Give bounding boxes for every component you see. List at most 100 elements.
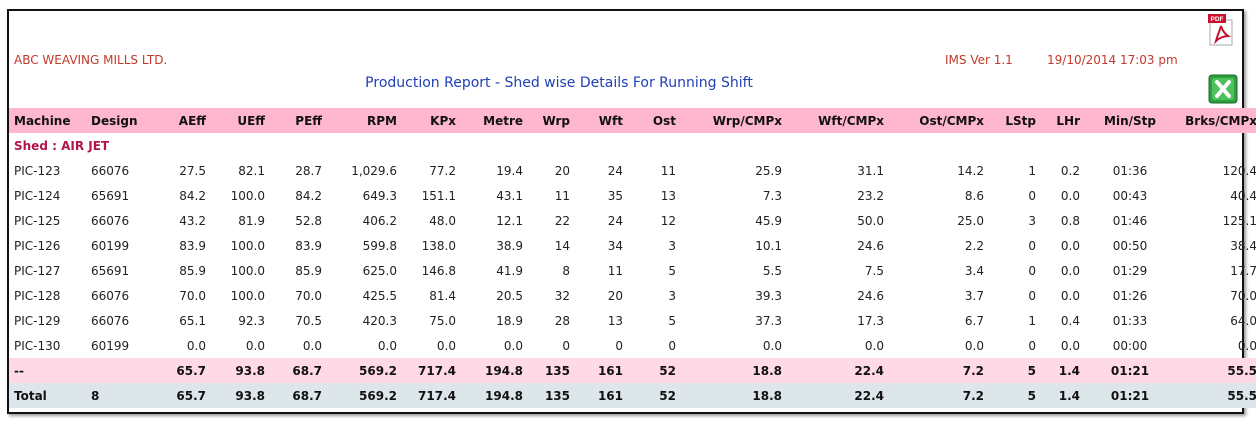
cell-peff: 52.8 [295, 213, 322, 228]
cell-wrp-cmpx: 0.0 [762, 338, 782, 353]
cell-aeff: 65.7 [176, 388, 206, 403]
company-name: ABC WEAVING MILLS LTD. [14, 53, 168, 67]
column-header-wft: Wft [598, 113, 623, 128]
cell-wrp-cmpx: 10.1 [755, 238, 782, 253]
cell-lhr: 0.2 [1060, 163, 1080, 178]
cell-wft: 0 [615, 338, 623, 353]
cell-brks-cmpx: 0.0 [1237, 338, 1256, 353]
column-header-lhr: LHr [1056, 113, 1080, 128]
cell-ost-cmpx: 14.2 [957, 163, 984, 178]
pdf-icon-label: PDF [1211, 16, 1224, 23]
cell-design: 66076 [91, 288, 130, 303]
column-header-min-stp: Min/Stp [1104, 113, 1156, 128]
cell-design: 60199 [91, 238, 130, 253]
cell-ueff: 82.1 [238, 163, 265, 178]
column-header-rpm: RPM [367, 113, 397, 128]
column-header-lstp: LStp [1005, 113, 1036, 128]
cell-min-stp: 00:00 [1112, 338, 1148, 353]
cell-brks-cmpx: 64.0 [1230, 313, 1256, 328]
cell-design: 66076 [91, 213, 130, 228]
cell-ost-cmpx: 25.0 [957, 213, 984, 228]
table-header-row: Machine Design AEff UEff PEff RPM KPx Metre Wrp W… [9, 108, 1256, 133]
column-header-kpx: KPx [430, 113, 456, 128]
column-header-wrp: Wrp [542, 113, 570, 128]
table-row: PIC-125 66076 43.2 81.9 52.8 406.2 48.0 12.1 22 2… [9, 208, 1256, 233]
cell-wrp: 22 [554, 213, 570, 228]
cell-kpx: 81.4 [429, 288, 456, 303]
cell-peff: 68.7 [292, 388, 322, 403]
cell-aeff: 85.9 [179, 263, 206, 278]
cell-machine: PIC-123 [14, 163, 61, 178]
table-row: PIC-124 65691 84.2 100.0 84.2 649.3 151.1 43.1 1… [9, 183, 1256, 208]
cell-aeff: 0.0 [186, 338, 206, 353]
pdf-export-icon[interactable]: PDF [1208, 14, 1234, 46]
cell-wft: 13 [607, 313, 623, 328]
cell-rpm: 625.0 [362, 263, 397, 278]
cell-metre: 18.9 [496, 313, 523, 328]
cell-kpx: 151.1 [421, 188, 456, 203]
cell-wft: 24 [607, 163, 623, 178]
excel-icon-graphic [1208, 74, 1238, 104]
cell-wft: 161 [597, 363, 623, 378]
cell-metre: 194.8 [485, 363, 523, 378]
table-row: PIC-129 66076 65.1 92.3 70.5 420.3 75.0 18.9 28 1… [9, 308, 1256, 333]
cell-wft-cmpx: 7.5 [864, 263, 884, 278]
production-table: Machine Design AEff UEff PEff RPM KPx Metre Wrp W… [9, 108, 1256, 408]
cell-lhr: 1.4 [1058, 388, 1080, 403]
cell-metre: 41.9 [496, 263, 523, 278]
cell-metre: 38.9 [496, 238, 523, 253]
column-header-machine: Machine [14, 113, 71, 128]
cell-design [86, 358, 146, 383]
cell-design: 66076 [91, 313, 130, 328]
cell-min-stp: 01:21 [1110, 388, 1150, 403]
cell-wft-cmpx: 22.4 [854, 363, 884, 378]
column-header-wrp-cmpx: Wrp/CMPx [712, 113, 782, 128]
cell-metre: 194.8 [485, 388, 523, 403]
cell-ost-cmpx: 6.7 [964, 313, 984, 328]
cell-ueff: 93.8 [235, 388, 265, 403]
cell-min-stp: 01:46 [1112, 213, 1148, 228]
cell-lhr: 1.4 [1058, 363, 1080, 378]
cell-min-stp: 01:26 [1112, 288, 1148, 303]
cell-brks-cmpx: 17.7 [1230, 263, 1256, 278]
cell-wrp: 8 [562, 263, 570, 278]
cell-wrp-cmpx: 5.5 [762, 263, 782, 278]
cell-kpx: 146.8 [421, 263, 456, 278]
cell-peff: 70.0 [295, 288, 322, 303]
cell-wft: 24 [607, 213, 623, 228]
cell-lstp: 1 [1028, 313, 1036, 328]
cell-brks-cmpx: 55.5 [1227, 388, 1256, 403]
cell-machine: PIC-128 [14, 288, 61, 303]
cell-ost: 52 [659, 363, 676, 378]
cell-ost: 0 [668, 338, 676, 353]
cell-rpm: 569.2 [359, 363, 397, 378]
report-frame: ABC WEAVING MILLS LTD. IMS Ver 1.1 19/10… [7, 9, 1256, 414]
cell-machine: PIC-124 [14, 188, 61, 203]
cell-ueff: 100.0 [230, 263, 265, 278]
cell-brks-cmpx: 120.4 [1222, 163, 1256, 178]
cell-ueff: 92.3 [238, 313, 265, 328]
cell-rpm: 425.5 [362, 288, 397, 303]
cell-ost-cmpx: 3.7 [964, 288, 984, 303]
cell-ost-cmpx: 2.2 [964, 238, 984, 253]
cell-rpm: 420.3 [362, 313, 397, 328]
cell-lstp: 0 [1028, 238, 1036, 253]
shed-label: Shed : AIR JET [14, 138, 110, 153]
cell-wrp: 11 [554, 188, 570, 203]
cell-wrp: 28 [554, 313, 570, 328]
cell-kpx: 138.0 [421, 238, 456, 253]
cell-design: 65691 [91, 263, 130, 278]
cell-lstp: 0 [1028, 288, 1036, 303]
cell-lstp: 5 [1027, 363, 1036, 378]
cell-ueff: 81.9 [238, 213, 265, 228]
cell-lstp: 5 [1027, 388, 1036, 403]
cell-min-stp: 01:33 [1112, 313, 1148, 328]
cell-kpx: 717.4 [418, 388, 456, 403]
cell-wft-cmpx: 24.6 [857, 238, 884, 253]
cell-peff: 84.2 [295, 188, 322, 203]
cell-wft: 11 [607, 263, 623, 278]
cell-machine: PIC-126 [14, 238, 61, 253]
cell-ueff: 100.0 [230, 188, 265, 203]
excel-export-icon[interactable] [1208, 74, 1238, 104]
cell-peff: 68.7 [292, 363, 322, 378]
